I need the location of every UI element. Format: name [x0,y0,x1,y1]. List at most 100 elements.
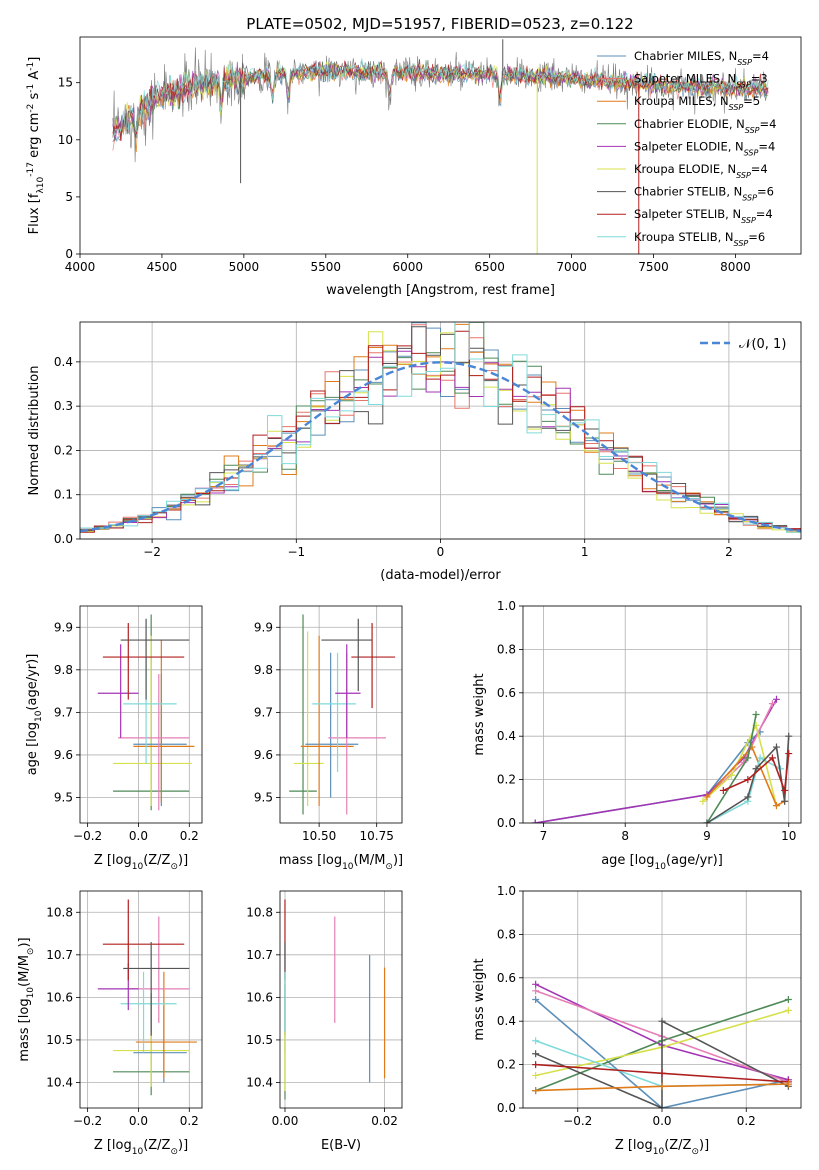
series-marker-chabrier_stelib [744,793,752,801]
age-vs-mass-axes: 10.50 10.75 9.5 9.6 9.7 9.8 9.9 mass [log10(M/M… [254,605,403,872]
label-part: )] [699,1138,709,1153]
y-tick-label: 0.1 [54,488,73,502]
y-tick-label: 9.6 [254,748,273,762]
series-marker-chabrier_stelib [752,765,760,773]
label-part: 10 [26,987,36,999]
legend-value: =4 [760,117,777,131]
legend-value: =4 [756,207,773,221]
plot-marks [97,614,195,811]
legend-name: Kroupa ELODIE, N [634,162,736,176]
axes-frame [279,890,403,1109]
label-part: -17 [26,162,36,177]
label-part: (M/M [17,955,32,987]
y-tick-label: 15 [58,76,73,90]
x-tick-label: 0.0 [129,829,148,843]
x-tick-label: 0.00 [272,1114,299,1128]
legend-entry: Salpeter ELODIE, NSSP=4 [634,139,775,157]
y-tick-label: 0.2 [54,443,73,457]
label-part: ⊙ [691,1147,699,1157]
x-tick-label: 9 [703,829,711,843]
x-tick-label: 6500 [474,260,505,274]
y-tick-label: 10.6 [46,990,73,1004]
mass-vs-ebv-axes: 0.00 0.02 10.4 10.5 10.6 10.7 10.8 E(B-V) [246,890,403,1153]
series-marker-salpeter_elodie [772,695,780,703]
series-marker-kroupa_miles [772,802,780,810]
label-part: ⊙ [26,948,36,956]
histogram-axes: −2 −1 0 1 2 0.0 0.1 0.2 0.3 0.4 𝒩(0, 1) (data-model… [27,321,802,583]
legend-sub: SSP [741,216,756,225]
label-part: ] [27,57,42,62]
label-part: )] [393,853,403,868]
legend-entry: Chabrier STELIB, NSSP=6 [634,185,774,203]
legend-value: =6 [757,185,774,199]
x-tick-label: 7 [540,829,548,843]
label-part: (Z/Z [664,1138,691,1153]
label-part: )] [178,1138,188,1153]
y-tick-label: 10.5 [246,1033,273,1047]
label-part: (M/M [354,853,386,868]
series-line-kroupa_elodie [702,723,778,806]
label-part: Flux [f [27,193,42,234]
y-tick-label: 9.7 [54,705,73,719]
label-part: (age/yr)] [666,853,723,868]
legend-entry: Salpeter STELIB, NSSP=4 [634,207,773,225]
legend-name: Chabrier STELIB, N [634,185,742,199]
y-tick-label: 9.9 [54,620,73,634]
x-axis-label: wavelength [Angstrom, rest frame] [326,283,555,298]
series-marker-salpeter_stelib [781,786,789,794]
y-tick-label: 10.6 [246,990,273,1004]
y-tick-label: 0.2 [497,1058,516,1072]
series-line-kroupa_miles [706,745,785,807]
spectrum-axes: 4000 4500 5000 5500 6000 6500 7000 7500 8000 0 5 10… [26,36,802,298]
legend-entry: Kroupa MILES, NSSP=5 [634,94,760,112]
x-tick-label: 2 [725,545,733,559]
label-part: λ [36,188,46,194]
y-tick-label: 0.6 [497,971,516,985]
x-tick-label: −2 [143,545,161,559]
legend-entry: 𝒩(0, 1) [739,337,786,352]
x-axis-label: (data-model)/error [380,568,501,583]
plot-area: 4000 4500 5000 5500 6000 6500 7000 7500 80000510… [17,36,802,1157]
x-tick-label: 4000 [65,260,96,274]
legend-value: =4 [751,162,768,176]
label-part: ⊙ [170,862,178,872]
y-tick-label: 5 [65,190,73,204]
series-marker-kroupa_stelib [756,754,764,762]
histogram-chabrier_stelib [80,326,801,531]
plot-marks [97,899,197,1096]
mass-vs-Z-axes: −0.2 0.0 0.210.410.510.610.710.8Z [log10(Z… [17,890,203,1157]
legend-sub: SSP [744,148,759,157]
series-line-chabrier_miles [535,998,789,1108]
x-tick-label: 4500 [147,260,178,274]
x-tick-label: 0.2 [180,1114,199,1128]
x-tick-label: 0.02 [371,1114,398,1128]
x-tick-label: 0.0 [652,1114,671,1128]
plot-marks [289,614,396,815]
series-marker-chabrier_elodie [752,711,760,718]
age-vs-Z-axes: −0.2 0.0 0.29.59.69.79.89.9Z [log10(Z/Z⊙)]… [25,605,203,872]
x-axis-label: age [log10(age/yr)] [601,853,723,872]
series-marker-chabrier_miles [532,996,540,1003]
y-axis-label: Flux [fλ10-17 erg cm-2 s-1 A-1] [26,57,46,235]
plot-marks [531,695,793,823]
axes-frame [79,605,203,824]
label-part: (Z/Z [143,1138,170,1153]
legend-sub: SSP [742,193,757,202]
legend-name: Chabrier MILES, N [634,49,737,63]
y-tick-label: 0.4 [497,729,516,743]
series-marker-kroupa_elodie [699,797,707,805]
label-part: 10 [34,710,44,722]
series-marker-chabrier_elodie [784,996,792,1003]
label-part: s [27,92,42,103]
y-tick-label: 9.5 [254,790,273,804]
y-tick-label: 10.8 [46,905,73,919]
x-axis-label: E(B-V) [321,1138,361,1153]
legend-sub: SSP [737,58,752,67]
x-tick-label: 0.2 [737,1114,756,1128]
legend-name: Chabrier ELODIE, N [634,117,745,131]
series-marker-salpeter_stelib [744,776,752,784]
y-axis-label: age [log10(age/yr)] [25,654,44,776]
x-tick-label: 8 [621,829,629,843]
label-part: )] [178,853,188,868]
label-part: 10 [36,176,46,188]
